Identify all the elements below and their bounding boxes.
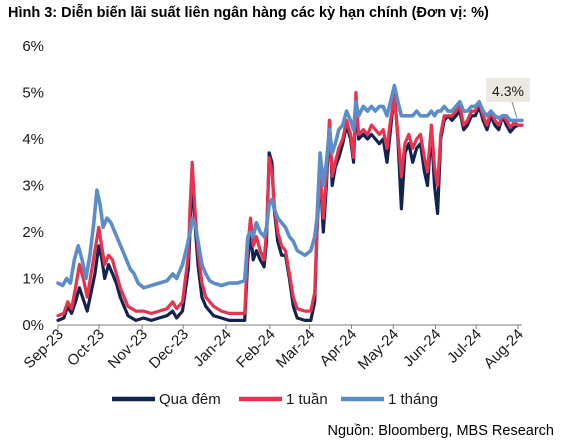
- source-note: Nguồn: Bloomberg, MBS Research: [327, 423, 554, 439]
- y-tick-label: 3%: [22, 178, 44, 195]
- legend-label: 1 tháng: [388, 391, 438, 408]
- x-tick-label: Apr-24: [316, 326, 360, 370]
- y-tick-label: 6%: [22, 38, 44, 55]
- callout-pointer: [511, 101, 518, 119]
- x-tick-label: Oct-23: [64, 326, 108, 370]
- y-tick-label: 4%: [22, 131, 44, 148]
- value-callout: 4.3%: [486, 78, 530, 119]
- y-tick-label: 5%: [22, 85, 44, 102]
- legend-label: Qua đêm: [159, 391, 221, 408]
- callout-box: [486, 78, 530, 102]
- series-lines: [56, 83, 524, 322]
- x-tick-label: May-24: [355, 326, 402, 373]
- x-tick-label: Jun-24: [400, 326, 444, 370]
- y-axis: 0% 1% 2% 3% 4% 5% 6%: [22, 38, 44, 334]
- x-tick-label: Feb-24: [233, 326, 279, 372]
- x-tick-label: Dec-23: [146, 326, 192, 372]
- y-tick-label: 2%: [22, 224, 44, 241]
- x-tick-label: Mar-24: [273, 326, 319, 372]
- legend-label: 1 tuần: [286, 391, 328, 408]
- legend-1-tuan: 1 tuần: [239, 391, 328, 408]
- x-tick-label: Jul-24: [444, 326, 485, 367]
- legend-1-thang: 1 tháng: [341, 391, 438, 408]
- series-line-1-tuan: [56, 90, 524, 318]
- x-tick-label: Jan-24: [190, 326, 234, 370]
- x-tick-label: Aug-24: [481, 326, 527, 372]
- callout-label: 4.3%: [492, 83, 524, 99]
- y-tick-label: 0%: [22, 317, 44, 334]
- x-axis: Sep-23Oct-23Nov-23Dec-23Jan-24Feb-24Mar-…: [21, 324, 527, 373]
- y-tick-label: 1%: [22, 271, 44, 288]
- legend: Qua đêm 1 tuần 1 tháng: [112, 391, 438, 408]
- x-tick-label: Nov-23: [105, 326, 151, 372]
- legend-qua-dem: Qua đêm: [112, 391, 221, 408]
- series-line-1-thang: [56, 83, 524, 290]
- chart-title: Hình 3: Diễn biến lãi suất liên ngân hàn…: [8, 5, 489, 21]
